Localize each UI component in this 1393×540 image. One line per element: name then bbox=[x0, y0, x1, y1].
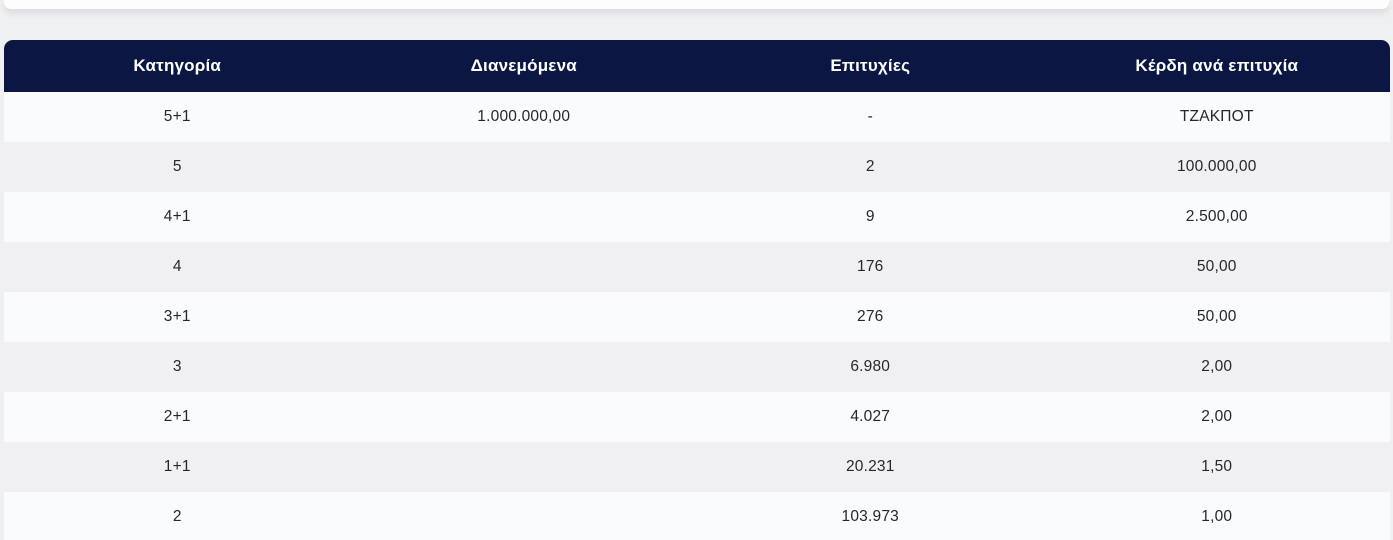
cell-category: 2+1 bbox=[163, 408, 191, 425]
cell-winners: 103.973 bbox=[841, 508, 899, 525]
cell-winners: - bbox=[867, 108, 873, 125]
cell-winners: 176 bbox=[857, 258, 884, 275]
previous-card-bottom-edge bbox=[4, 0, 1389, 9]
cell-prize-per-winner: 2.500,00 bbox=[1185, 208, 1248, 225]
cell-prize-per-winner: 1,00 bbox=[1201, 508, 1233, 525]
cell-category: 2 bbox=[172, 508, 182, 525]
cell-winners: 9 bbox=[865, 208, 875, 225]
cell-prize-per-winner: 2,00 bbox=[1201, 408, 1233, 425]
cell-category: 4+1 bbox=[163, 208, 191, 225]
table-row: 2 103.973 1,00 bbox=[4, 492, 1390, 540]
table-row: 5 2 100.000,00 bbox=[4, 142, 1390, 192]
table-row: 3 6.980 2,00 bbox=[4, 342, 1390, 392]
cell-prize-per-winner: ΤΖΑΚΠΟΤ bbox=[1179, 108, 1254, 125]
table-row: 2+1 4.027 2,00 bbox=[4, 392, 1390, 442]
table-row: 4+1 9 2.500,00 bbox=[4, 192, 1390, 242]
cell-category: 1+1 bbox=[163, 458, 191, 475]
cell-winners: 276 bbox=[857, 308, 884, 325]
column-header-winners: Επιτυχίες bbox=[830, 56, 911, 75]
table-row: 4 176 50,00 bbox=[4, 242, 1390, 292]
lottery-winnings-table: Κατηγορία Διανεμόμενα Επιτυχίες Κέρδη αν… bbox=[4, 40, 1390, 540]
cell-category: 3+1 bbox=[163, 308, 191, 325]
cell-prize-per-winner: 1,50 bbox=[1201, 458, 1233, 475]
cell-winners: 6.980 bbox=[850, 358, 891, 375]
cell-prize-per-winner: 50,00 bbox=[1196, 308, 1237, 325]
cell-distributed: 1.000.000,00 bbox=[477, 108, 571, 125]
table-row: 1+1 20.231 1,50 bbox=[4, 442, 1390, 492]
cell-winners: 20.231 bbox=[845, 458, 895, 475]
table-row: 5+1 1.000.000,00 - ΤΖΑΚΠΟΤ bbox=[4, 92, 1390, 142]
table-row: 3+1 276 50,00 bbox=[4, 292, 1390, 342]
column-header-distributed: Διανεμόμενα bbox=[470, 56, 577, 75]
column-header-category: Κατηγορία bbox=[133, 56, 222, 75]
cell-category: 5+1 bbox=[163, 108, 191, 125]
cell-category: 4 bbox=[172, 258, 182, 275]
cell-winners: 2 bbox=[865, 158, 875, 175]
table-body: 5+1 1.000.000,00 - ΤΖΑΚΠΟΤ 5 2 100.000,00 4+1 9 2… bbox=[4, 92, 1390, 540]
table-header-row: Κατηγορία Διανεμόμενα Επιτυχίες Κέρδη αν… bbox=[4, 40, 1390, 92]
cell-prize-per-winner: 50,00 bbox=[1196, 258, 1237, 275]
column-header-prize-per-winner: Κέρδη ανά επιτυχία bbox=[1135, 56, 1299, 75]
cell-category: 5 bbox=[172, 158, 182, 175]
cell-prize-per-winner: 100.000,00 bbox=[1176, 158, 1257, 175]
cell-winners: 4.027 bbox=[850, 408, 891, 425]
cell-prize-per-winner: 2,00 bbox=[1201, 358, 1233, 375]
cell-category: 3 bbox=[172, 358, 182, 375]
